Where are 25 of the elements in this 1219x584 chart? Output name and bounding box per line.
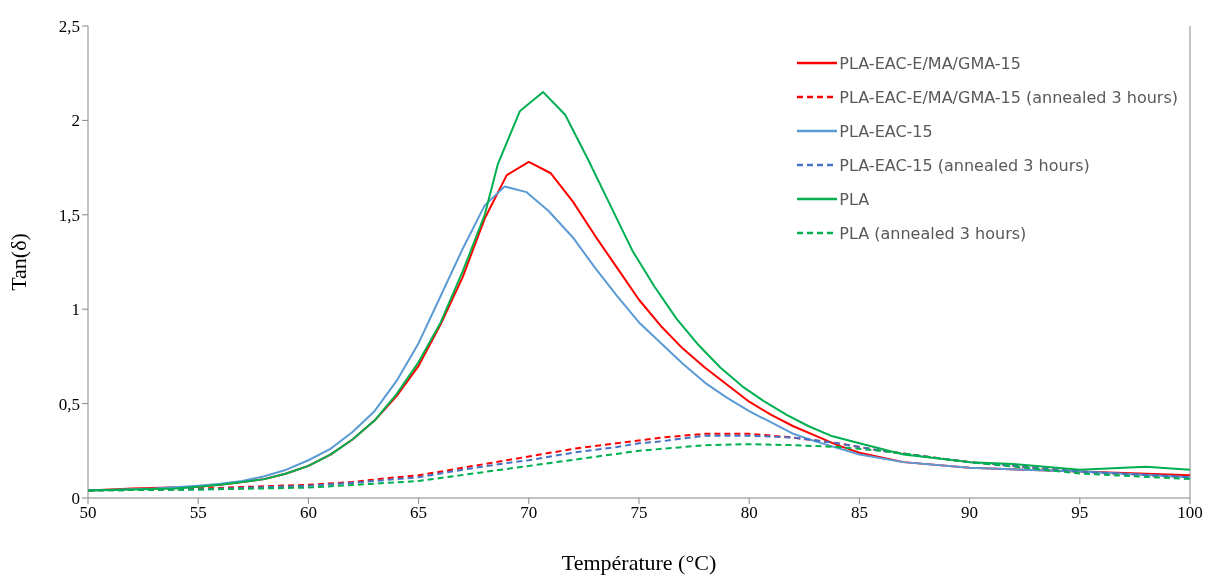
y-tick-label: 0 [71, 489, 80, 509]
legend-label: PLA [839, 189, 870, 209]
x-tick-label: 100 [1177, 503, 1203, 523]
legend-label: PLA-EAC-15 [839, 121, 933, 141]
x-tick-label: 90 [961, 503, 979, 523]
x-tick-label: 85 [850, 503, 868, 523]
y-tick-label: 2 [71, 111, 80, 131]
x-tick-label: 80 [740, 503, 758, 523]
legend-label: PLA-EAC-15 (annealed 3 hours) [839, 155, 1090, 175]
x-tick-label: 60 [299, 503, 317, 523]
x-tick-label: 55 [189, 503, 207, 523]
y-tick-label: 1 [71, 300, 80, 320]
x-tick-label: 75 [630, 503, 648, 523]
y-tick-label: 2,5 [58, 17, 80, 37]
x-tick-label: 65 [410, 503, 428, 523]
x-tick-label: 50 [79, 503, 97, 523]
x-tick-label: 95 [1071, 503, 1089, 523]
legend-label: PLA-EAC-E/MA/GMA-15 [839, 53, 1021, 73]
legend-label: PLA-EAC-E/MA/GMA-15 (annealed 3 hours) [839, 87, 1178, 107]
y-tick-label: 1,5 [58, 205, 80, 225]
y-axis-title: Tan(δ) [5, 233, 31, 291]
y-tick-label: 0,5 [58, 394, 80, 414]
legend-label: PLA (annealed 3 hours) [839, 223, 1027, 243]
x-axis-title: Température (°C) [561, 550, 717, 575]
x-tick-label: 70 [520, 503, 538, 523]
